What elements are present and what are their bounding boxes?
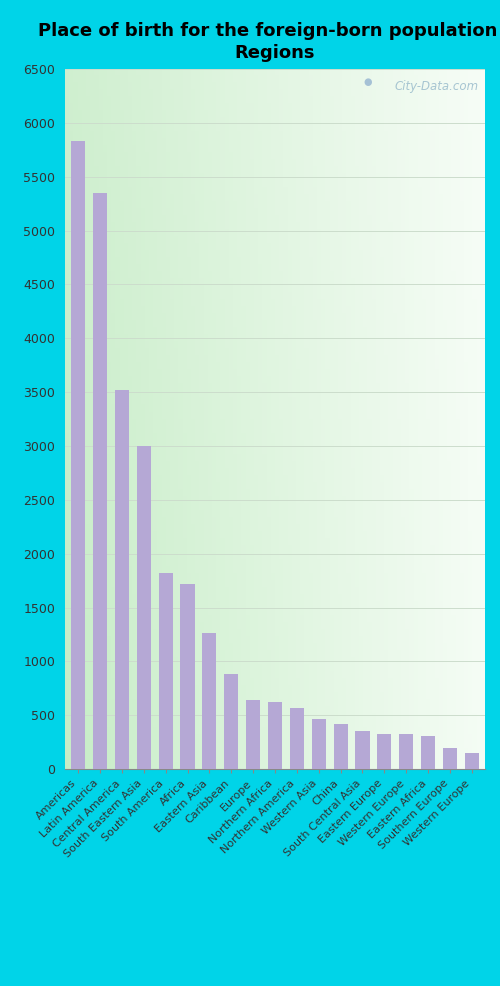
Bar	[136, 446, 151, 769]
Bar	[224, 674, 238, 769]
Bar	[158, 573, 172, 769]
Text: City-Data.com: City-Data.com	[394, 80, 478, 93]
Title: Place of birth for the foreign-born population -
Regions: Place of birth for the foreign-born popu…	[38, 22, 500, 62]
Bar	[93, 193, 107, 769]
Bar	[465, 753, 479, 769]
Bar	[202, 633, 216, 769]
Bar	[180, 584, 194, 769]
Bar	[421, 736, 435, 769]
Bar	[399, 734, 413, 769]
Bar	[71, 141, 85, 769]
Bar	[268, 702, 282, 769]
Bar	[378, 734, 392, 769]
Bar	[115, 390, 129, 769]
Bar	[334, 725, 347, 769]
Bar	[290, 708, 304, 769]
Bar	[356, 731, 370, 769]
Bar	[246, 700, 260, 769]
Bar	[312, 719, 326, 769]
Text: ●: ●	[363, 78, 372, 88]
Bar	[443, 747, 457, 769]
